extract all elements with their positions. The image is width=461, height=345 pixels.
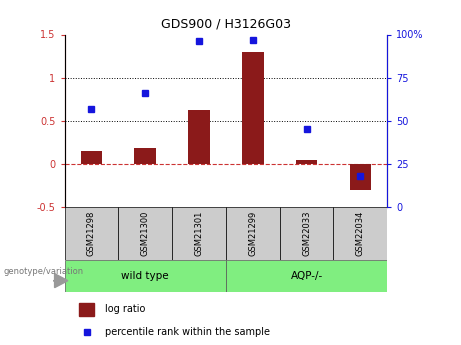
Text: GSM21301: GSM21301 <box>195 211 203 256</box>
Bar <box>118 207 172 260</box>
Text: percentile rank within the sample: percentile rank within the sample <box>105 327 270 337</box>
Text: GSM22033: GSM22033 <box>302 211 311 256</box>
Bar <box>188 110 210 164</box>
Bar <box>65 207 118 260</box>
Bar <box>65 260 226 292</box>
Text: GSM21300: GSM21300 <box>141 211 150 256</box>
Bar <box>135 148 156 164</box>
Title: GDS900 / H3126G03: GDS900 / H3126G03 <box>161 18 291 31</box>
Bar <box>79 303 94 316</box>
FancyArrow shape <box>53 274 68 288</box>
Bar <box>226 260 387 292</box>
Bar <box>81 151 102 164</box>
Bar <box>349 164 371 190</box>
Text: genotype/variation: genotype/variation <box>4 267 84 276</box>
Bar <box>172 207 226 260</box>
Text: GSM21299: GSM21299 <box>248 211 257 256</box>
Text: log ratio: log ratio <box>105 304 146 314</box>
Bar <box>333 207 387 260</box>
Bar <box>296 160 317 164</box>
Text: wild type: wild type <box>121 271 169 281</box>
Bar <box>242 52 264 164</box>
Text: GSM22034: GSM22034 <box>356 211 365 256</box>
Text: AQP-/-: AQP-/- <box>290 271 323 281</box>
Bar <box>280 207 333 260</box>
Text: GSM21298: GSM21298 <box>87 211 96 256</box>
Bar <box>226 207 280 260</box>
